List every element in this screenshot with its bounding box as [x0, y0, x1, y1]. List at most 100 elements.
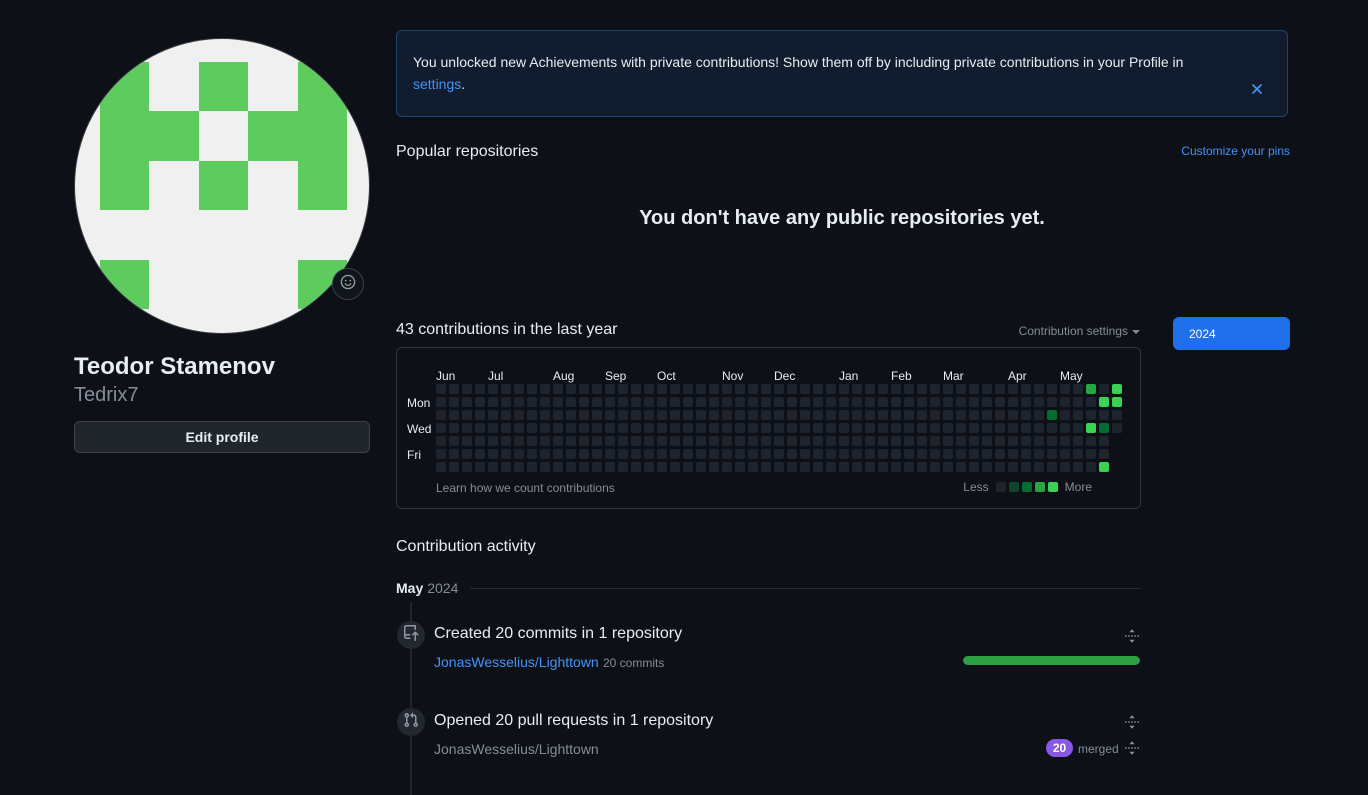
contribution-cell[interactable] — [462, 462, 472, 472]
contribution-cell[interactable] — [865, 410, 875, 420]
contribution-cell[interactable] — [553, 397, 563, 407]
contribution-cell[interactable] — [488, 436, 498, 446]
contribution-cell[interactable] — [865, 436, 875, 446]
contribution-cell[interactable] — [709, 449, 719, 459]
contribution-cell[interactable] — [1021, 384, 1031, 394]
contribution-cell[interactable] — [800, 436, 810, 446]
contribution-cell[interactable] — [878, 436, 888, 446]
contribution-cell[interactable] — [501, 384, 511, 394]
contribution-cell[interactable] — [1047, 436, 1057, 446]
contribution-cell[interactable] — [774, 436, 784, 446]
contribution-cell[interactable] — [774, 449, 784, 459]
contribution-cell[interactable] — [592, 436, 602, 446]
contribution-cell[interactable] — [605, 462, 615, 472]
contribution-cell[interactable] — [917, 423, 927, 433]
contribution-cell[interactable] — [891, 410, 901, 420]
contribution-cell[interactable] — [735, 436, 745, 446]
contribution-cell[interactable] — [475, 436, 485, 446]
contribution-cell[interactable] — [514, 436, 524, 446]
contribution-cell[interactable] — [436, 462, 446, 472]
contribution-cell[interactable] — [644, 462, 654, 472]
contribution-cell[interactable] — [501, 449, 511, 459]
contribution-cell[interactable] — [618, 423, 628, 433]
contribution-cell[interactable] — [943, 462, 953, 472]
contribution-cell[interactable] — [670, 462, 680, 472]
contribution-cell[interactable] — [657, 423, 667, 433]
contribution-cell[interactable] — [683, 384, 693, 394]
contribution-cell[interactable] — [995, 449, 1005, 459]
contribution-cell[interactable] — [865, 397, 875, 407]
contribution-cell[interactable] — [839, 397, 849, 407]
contribution-cell[interactable] — [891, 384, 901, 394]
contribution-cell[interactable] — [566, 423, 576, 433]
contribution-cell[interactable] — [644, 449, 654, 459]
contribution-cell[interactable] — [475, 462, 485, 472]
contribution-cell[interactable] — [1034, 449, 1044, 459]
contribution-cell[interactable] — [1086, 410, 1096, 420]
contribution-cell[interactable] — [501, 423, 511, 433]
contribution-cell[interactable] — [982, 397, 992, 407]
contribution-cell[interactable] — [514, 462, 524, 472]
contribution-cell[interactable] — [553, 423, 563, 433]
contribution-cell[interactable] — [878, 449, 888, 459]
contribution-cell[interactable] — [982, 436, 992, 446]
edit-profile-button[interactable]: Edit profile — [74, 421, 370, 453]
contribution-cell[interactable] — [462, 410, 472, 420]
contribution-cell[interactable] — [579, 397, 589, 407]
contribution-cell[interactable] — [657, 449, 667, 459]
contribution-cell[interactable] — [670, 384, 680, 394]
learn-contributions-link[interactable]: Learn how we count contributions — [436, 481, 615, 495]
contribution-cell[interactable] — [501, 436, 511, 446]
contribution-cell[interactable] — [1073, 423, 1083, 433]
contribution-cell[interactable] — [462, 384, 472, 394]
contribution-cell[interactable] — [813, 462, 823, 472]
contribution-cell[interactable] — [735, 423, 745, 433]
contribution-cell[interactable] — [1073, 410, 1083, 420]
contribution-cell[interactable] — [657, 436, 667, 446]
contribution-cell[interactable] — [527, 384, 537, 394]
contribution-cell[interactable] — [618, 384, 628, 394]
contribution-cell[interactable] — [462, 449, 472, 459]
contribution-cell[interactable] — [527, 462, 537, 472]
contribution-cell[interactable] — [514, 449, 524, 459]
contribution-cell[interactable] — [436, 410, 446, 420]
contribution-cell[interactable] — [709, 436, 719, 446]
contribution-cell[interactable] — [800, 449, 810, 459]
contribution-cell[interactable] — [553, 436, 563, 446]
contribution-cell[interactable] — [644, 384, 654, 394]
contribution-cell[interactable] — [800, 384, 810, 394]
contribution-cell[interactable] — [449, 384, 459, 394]
contribution-cell[interactable] — [943, 449, 953, 459]
contribution-cell[interactable] — [1099, 410, 1109, 420]
contribution-cell[interactable] — [735, 397, 745, 407]
contribution-cell[interactable] — [540, 449, 550, 459]
contribution-cell[interactable] — [566, 449, 576, 459]
contribution-cell[interactable] — [683, 449, 693, 459]
contribution-cell[interactable] — [787, 462, 797, 472]
contribution-cell[interactable] — [592, 410, 602, 420]
customize-pins-link[interactable]: Customize your pins — [1181, 144, 1290, 158]
contribution-cell[interactable] — [995, 423, 1005, 433]
contribution-cell[interactable] — [1021, 397, 1031, 407]
contribution-cell[interactable] — [839, 384, 849, 394]
contribution-cell[interactable] — [566, 384, 576, 394]
contribution-cell[interactable] — [475, 423, 485, 433]
contribution-cell[interactable] — [969, 410, 979, 420]
contribution-cell[interactable] — [1008, 449, 1018, 459]
contribution-cell[interactable] — [826, 384, 836, 394]
contribution-cell[interactable] — [1060, 410, 1070, 420]
contribution-cell[interactable] — [696, 449, 706, 459]
contribution-cell[interactable] — [956, 449, 966, 459]
contribution-cell[interactable] — [774, 423, 784, 433]
contribution-cell[interactable] — [995, 462, 1005, 472]
contribution-cell[interactable] — [657, 462, 667, 472]
contribution-cell[interactable] — [449, 423, 459, 433]
contribution-cell[interactable] — [696, 410, 706, 420]
contribution-cell[interactable] — [826, 436, 836, 446]
contribution-cell[interactable] — [475, 410, 485, 420]
contribution-cell[interactable] — [1073, 436, 1083, 446]
contribution-cell[interactable] — [1073, 384, 1083, 394]
contribution-cell[interactable] — [761, 397, 771, 407]
contribution-cell[interactable] — [579, 423, 589, 433]
contribution-cell[interactable] — [774, 384, 784, 394]
